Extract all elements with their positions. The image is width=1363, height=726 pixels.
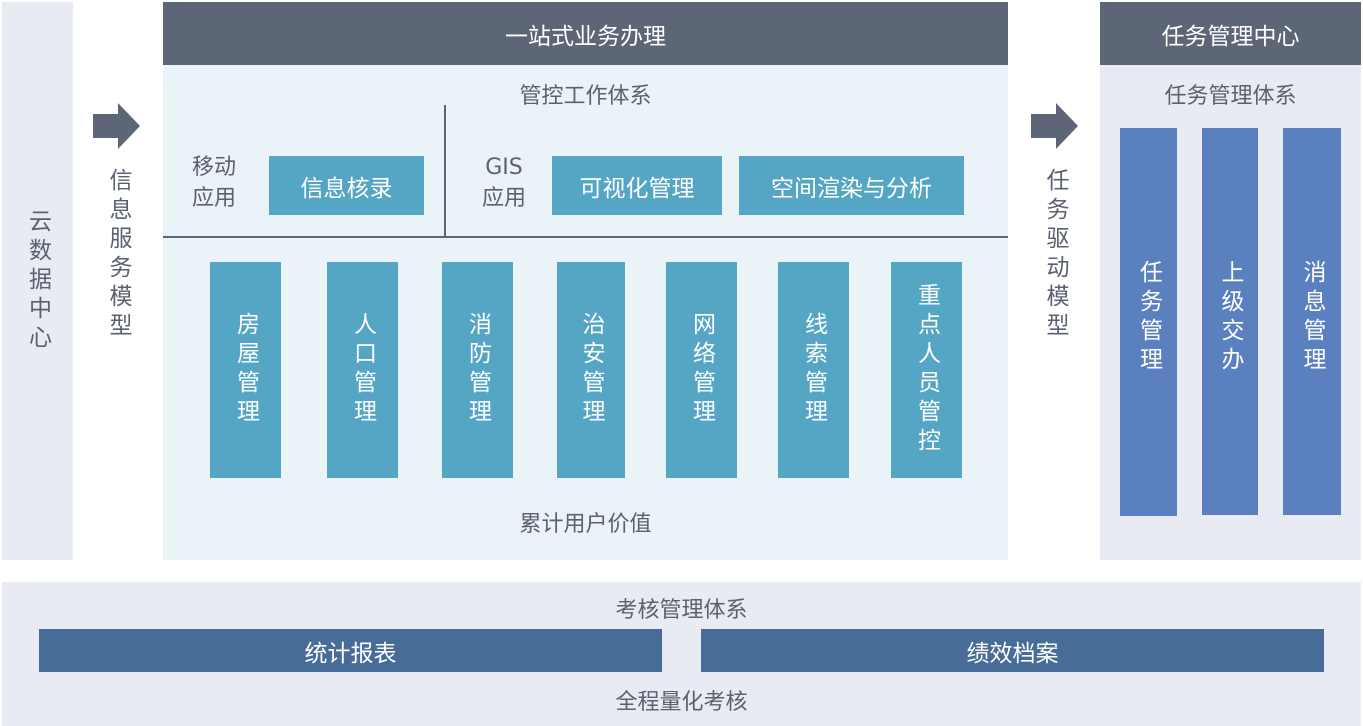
full-quantified-assessment-label: 全程量化考核 — [615, 690, 748, 715]
module-key-persons: 重点人员管控 — [891, 262, 962, 478]
module-security: 治安管理 — [557, 262, 625, 478]
cloud-data-center-panel: 云数据中心 — [2, 2, 73, 560]
gis-app-label: GIS 应用 — [481, 155, 526, 211]
vertical-divider — [444, 105, 446, 237]
main-header: 一站式业务办理 — [163, 2, 1008, 65]
module-population: 人口管理 — [327, 262, 398, 478]
performance-archive-bar: 绩效档案 — [701, 629, 1324, 672]
assessment-system-title: 考核管理体系 — [615, 598, 748, 623]
info-service-model-label: 信息服务模型 — [105, 168, 131, 342]
task-system-title: 任务管理体系 — [1164, 84, 1297, 109]
module-housing: 房屋管理 — [210, 262, 281, 478]
spatial-rendering-box: 空间渲染与分析 — [739, 156, 964, 215]
control-system-title: 管控工作体系 — [519, 84, 652, 109]
cloud-data-center-label: 云数据中心 — [24, 208, 51, 354]
horizontal-divider — [163, 236, 1008, 238]
arrow-right-icon — [1031, 103, 1078, 149]
arrow-right-icon — [93, 103, 140, 149]
task-driven-model-label: 任务驱动模型 — [1042, 168, 1068, 342]
visual-management-box: 可视化管理 — [552, 156, 722, 215]
module-fire: 消防管理 — [442, 262, 513, 478]
user-value-label: 累计用户价值 — [519, 512, 652, 537]
module-network: 网络管理 — [666, 262, 737, 478]
superior-assignment-column: 上级交办 — [1202, 128, 1258, 515]
statistics-report-bar: 统计报表 — [39, 629, 662, 672]
mobile-app-label: 移动应用 — [191, 155, 236, 211]
module-clues: 线索管理 — [778, 262, 849, 478]
task-management-column: 任务管理 — [1120, 128, 1177, 516]
task-center-header: 任务管理中心 — [1100, 2, 1361, 65]
info-record-box: 信息核录 — [269, 156, 424, 215]
message-management-column: 消息管理 — [1283, 128, 1341, 515]
